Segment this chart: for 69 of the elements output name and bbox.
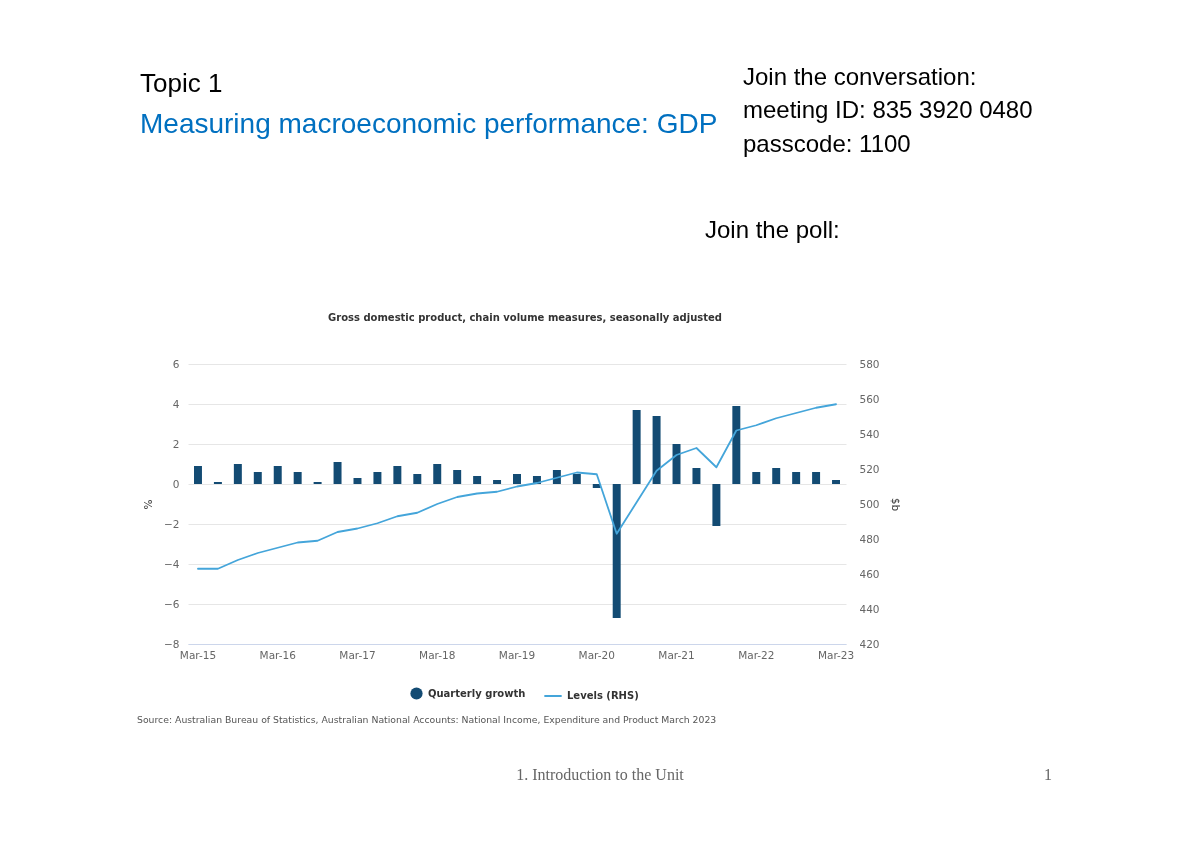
bar	[772, 468, 781, 484]
y2-tick-label: 580	[859, 357, 880, 370]
x-tick-label: Mar-19	[498, 648, 536, 661]
source-note: Source: Australian Bureau of Statistics, Australian National Accounts: National Income, Expenditure and Product March 2023	[137, 714, 717, 725]
bar	[692, 468, 701, 484]
bar	[652, 416, 661, 484]
bar	[473, 476, 482, 484]
y2-tick-label: 520	[859, 462, 880, 475]
y2-axis-title: $b	[889, 497, 902, 512]
bar	[732, 406, 741, 484]
text: Measuring macroeconomic performance: GDP	[140, 108, 718, 139]
bar	[672, 444, 681, 484]
bar	[493, 480, 502, 484]
y-tick-label: −4	[164, 557, 180, 570]
text: Topic 1	[140, 68, 223, 98]
text: meeting ID: 835 3920 0480	[743, 96, 1033, 123]
y-tick-label: 2	[172, 437, 180, 450]
y2-tick-label: 540	[859, 427, 880, 440]
y2-tick-label: 440	[859, 602, 880, 615]
text: Join the poll:	[705, 216, 840, 243]
bar	[632, 410, 641, 484]
x-tick-label: Mar-22	[738, 648, 775, 661]
bar	[193, 466, 202, 484]
x-tick-label: Mar-23	[817, 648, 855, 661]
y-tick-label: −8	[164, 637, 180, 650]
legend-label: Levels (RHS)	[567, 690, 639, 701]
x-tick-label: Mar-18	[419, 648, 456, 661]
bar	[812, 472, 821, 484]
bar	[433, 464, 442, 484]
y2-tick-label: 500	[859, 497, 880, 510]
legend-label: Quarterly growth	[428, 687, 526, 699]
bar	[253, 472, 262, 484]
y2-tick-label: 480	[859, 532, 880, 545]
bar	[572, 474, 581, 484]
y-tick-label: 4	[172, 397, 180, 410]
x-tick-label: Mar-16	[259, 648, 297, 661]
bar	[612, 484, 621, 618]
text: 1	[1044, 766, 1052, 783]
y2-tick-label: 460	[859, 567, 880, 580]
bar	[413, 474, 422, 484]
y-tick-label: −6	[164, 597, 180, 610]
bar	[752, 472, 761, 484]
bar	[792, 472, 801, 484]
x-tick-label: Mar-21	[658, 648, 695, 661]
bar	[712, 484, 721, 526]
bar	[393, 466, 402, 484]
x-tick-label: Mar-20	[578, 648, 615, 661]
bar	[832, 480, 841, 484]
line-series	[197, 403, 837, 570]
chart-title: Gross domestic product, chain volume measures, seasonally adjusted	[328, 312, 722, 323]
y-tick-label: −2	[164, 517, 180, 530]
y-axis-title: %	[142, 499, 155, 510]
bar	[273, 466, 282, 484]
text: Join the conversation:	[743, 63, 977, 90]
bar	[373, 472, 382, 484]
text: passcode: 1100	[743, 130, 911, 157]
x-tick-label: Mar-17	[339, 648, 376, 661]
bar	[333, 462, 342, 484]
bar	[233, 464, 242, 484]
y2-tick-label: 420	[859, 637, 880, 650]
x-tick-label: Mar-15	[179, 648, 217, 661]
bar	[513, 474, 521, 484]
bar	[453, 470, 462, 484]
y2-tick-label: 560	[859, 392, 880, 405]
text: 1. Introduction to the Unit	[516, 766, 685, 783]
bar	[293, 472, 302, 484]
y-tick-label: 0	[172, 477, 180, 490]
bar	[353, 478, 362, 484]
y-tick-label: 6	[172, 357, 180, 370]
